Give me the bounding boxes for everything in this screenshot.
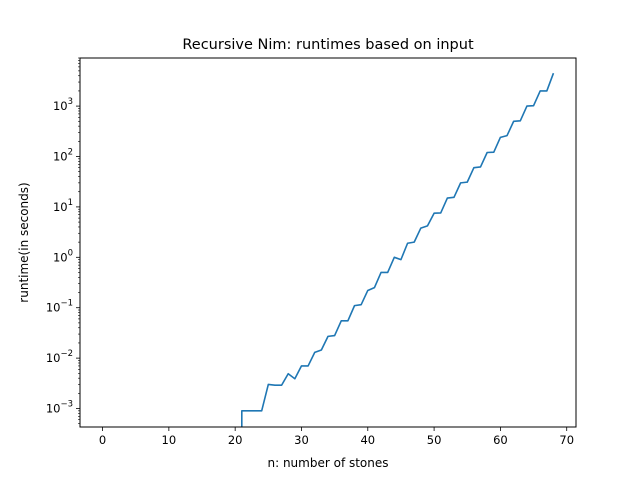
y-tick-label: −310 [46,400,73,416]
series-layer [241,72,555,427]
y-tick-label: −110 [46,299,73,315]
chart-title: Recursive Nim: runtimes based on input [182,37,474,53]
y-tick-exponent: 3 [68,97,73,107]
y-tick-exponent: 0 [68,248,73,258]
y-tick-label: 010 [53,248,73,264]
y-tick-exponent: 1 [68,198,73,208]
x-tick-label: 10 [162,433,177,447]
x-axis-label: n: number of stones [267,456,388,470]
x-tick-label: 40 [360,433,375,447]
y-tick-exponent: −1 [60,299,73,309]
y-axis-label: runtime(in seconds) [17,182,31,302]
x-tick-label: 50 [427,433,442,447]
x-tick-label: 70 [559,433,574,447]
series-line-0 [241,72,555,427]
y-tick-label: 310 [53,97,73,113]
y-tick-exponent: 2 [68,148,73,158]
y-tick-base: 10 [46,351,61,365]
y-tick-base: 10 [53,250,68,264]
y-tick-base: 10 [46,301,61,315]
y-tick-base: 10 [46,402,61,416]
y-tick-exponent: −3 [60,400,73,410]
y-tick-label: −210 [46,349,73,365]
y-tick-base: 10 [53,99,68,113]
axes-frame [79,57,577,428]
y-tick-exponent: −2 [60,349,73,359]
y-tick-base: 10 [53,150,68,164]
x-axis-ticks: 0 10 20 30 40 50 60 70 [99,427,574,447]
x-tick-label: 60 [493,433,508,447]
x-tick-label: 20 [228,433,243,447]
y-tick-base: 10 [53,200,68,214]
x-tick-label: 30 [294,433,309,447]
y-tick-label: 110 [53,198,73,214]
y-tick-label: 210 [53,148,73,164]
x-tick-label: 0 [99,433,106,447]
